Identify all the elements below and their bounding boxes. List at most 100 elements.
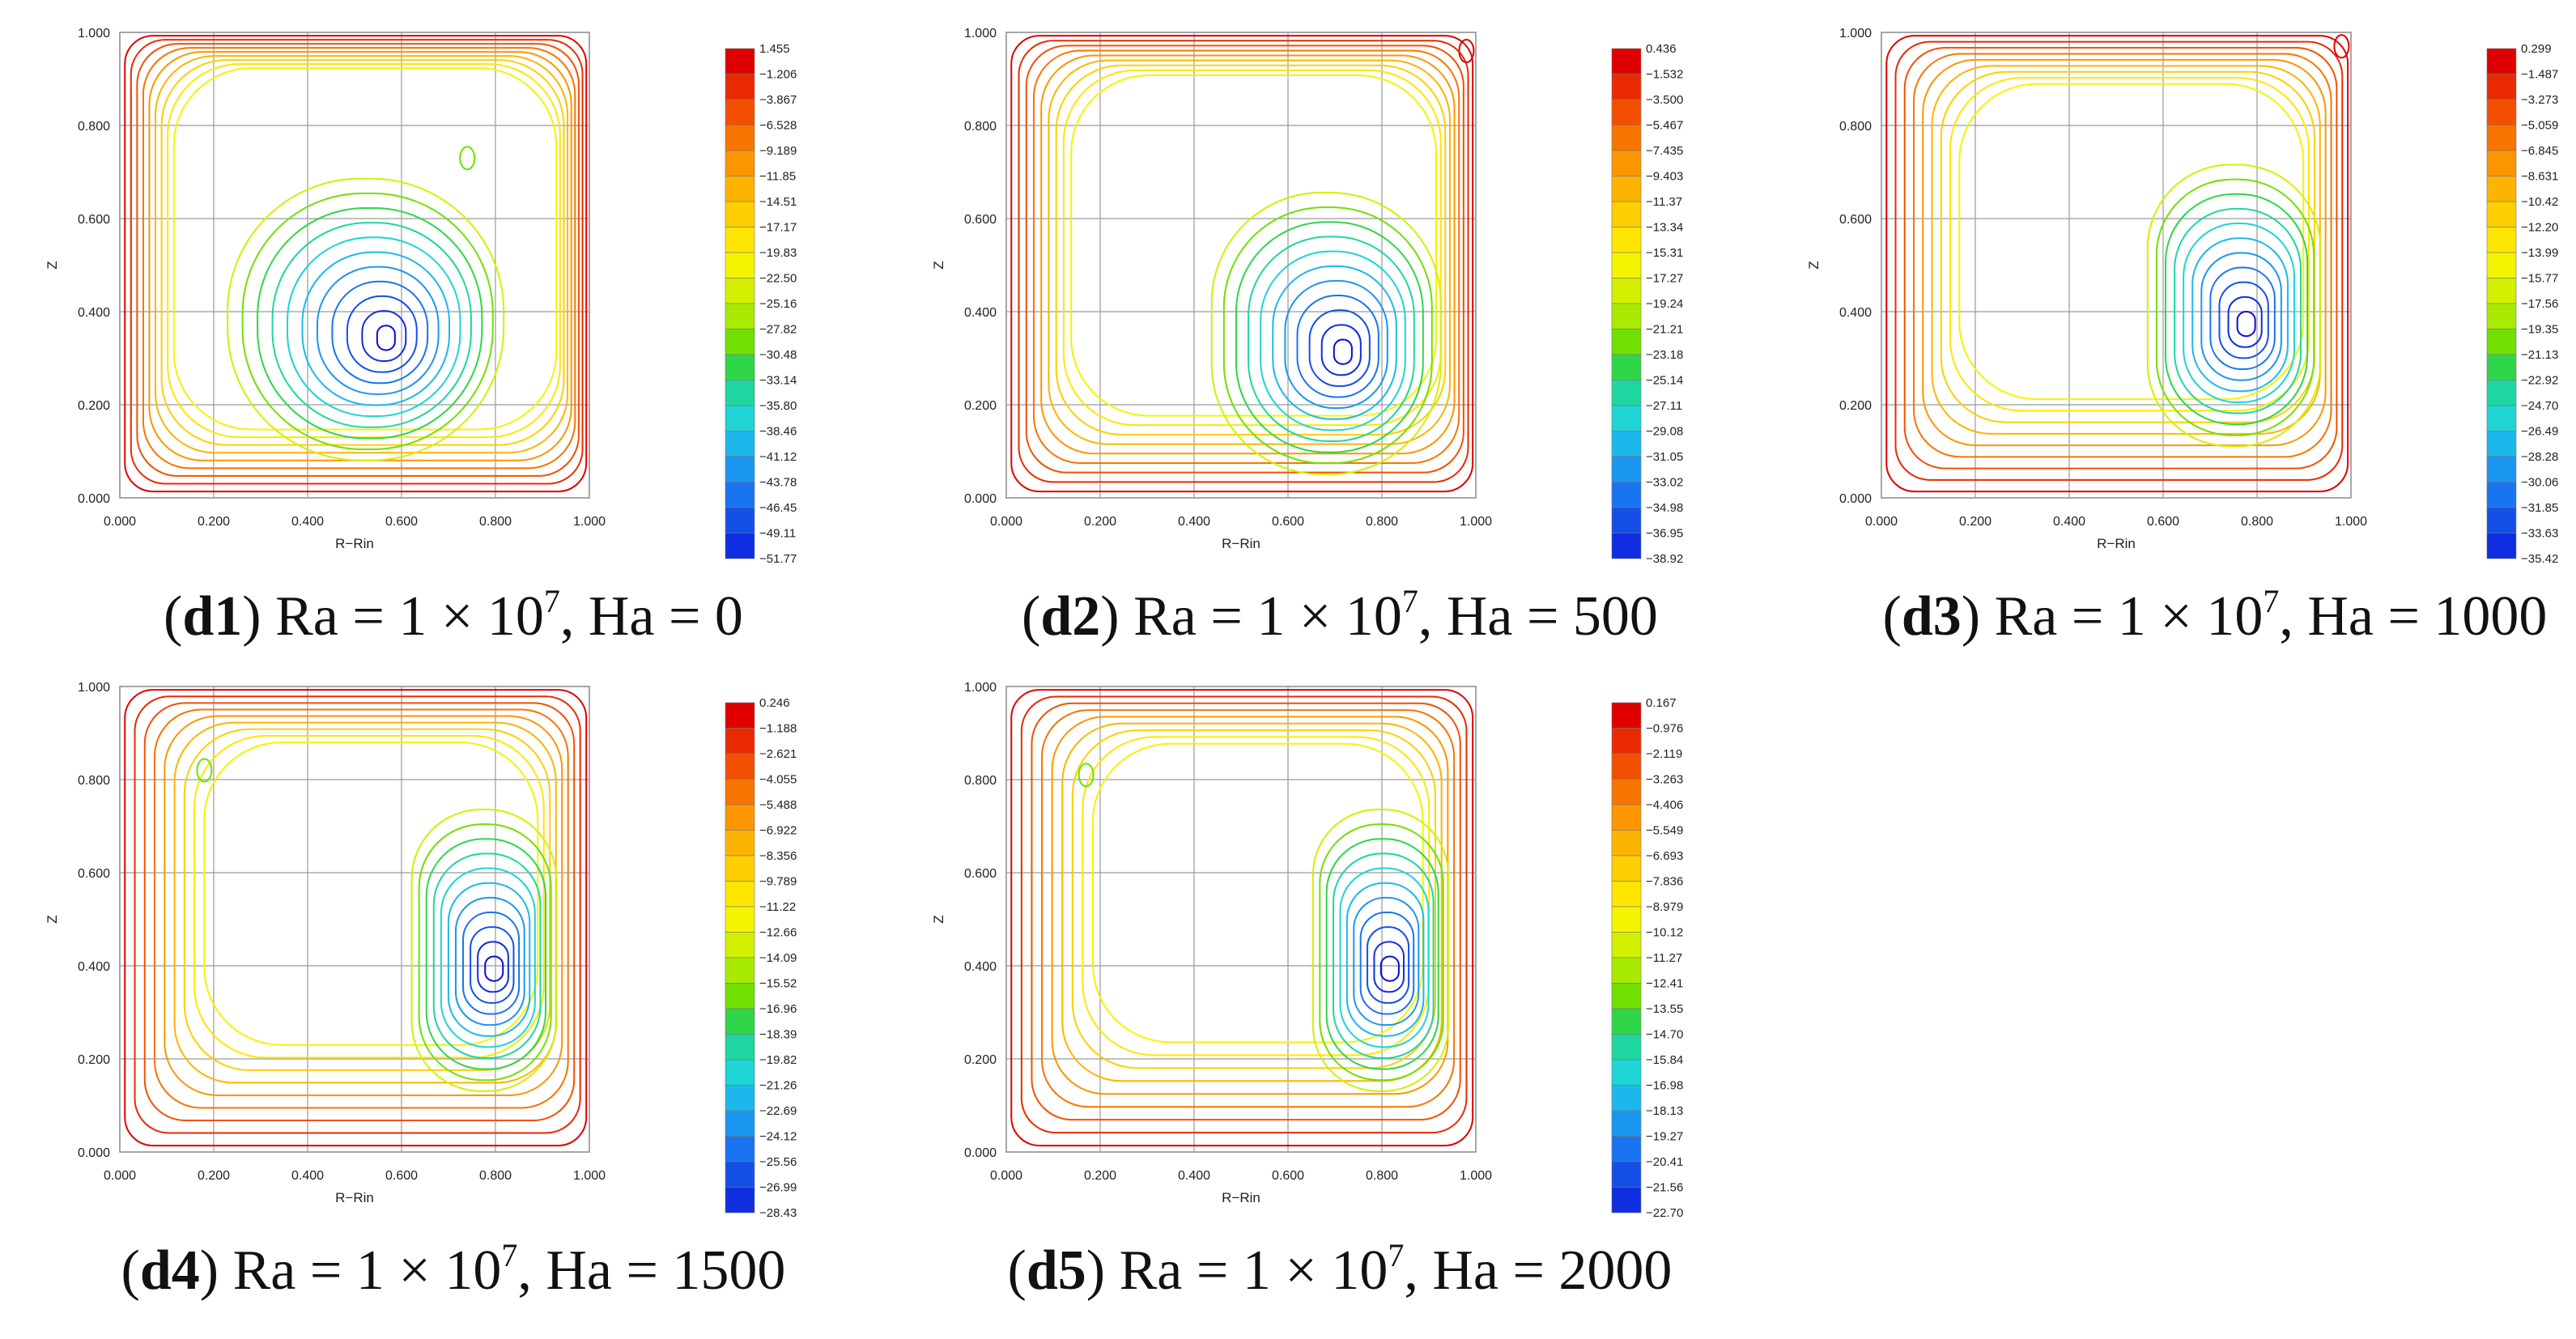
colorbar-swatch — [1611, 1110, 1642, 1137]
colorbar-level-label: −35.80 — [759, 399, 797, 413]
colorbar-level-label: −15.84 — [1646, 1053, 1683, 1067]
contour-line — [1210, 191, 1442, 475]
colorbar-level-label: −6.922 — [759, 824, 797, 838]
colorbar-level-label: −14.51 — [759, 195, 797, 209]
y-axis-label: Z — [1806, 261, 1821, 269]
colorbar-swatch — [1611, 1161, 1642, 1188]
colorbar-level-label: −28.28 — [2521, 450, 2558, 464]
colorbar-swatch — [1611, 354, 1642, 380]
contour-line — [316, 266, 440, 395]
y-tick-label: 0.200 — [964, 1053, 997, 1067]
contour-line — [1379, 955, 1400, 982]
contour-line — [1885, 35, 2349, 493]
y-tick-label: 0.000 — [78, 1146, 110, 1160]
colorbar-level-label: −49.11 — [759, 527, 796, 541]
colorbar-swatch — [725, 533, 755, 559]
colorbar-swatch — [725, 1187, 755, 1214]
y-tick-label: 0.600 — [78, 213, 110, 227]
contour-line — [1373, 941, 1405, 993]
colorbar-level-label: −38.46 — [759, 425, 797, 439]
x-tick-label: 0.400 — [291, 1169, 324, 1183]
contour-lines — [1010, 689, 1474, 1147]
contour-line — [1048, 59, 1451, 445]
x-tick-label: 0.000 — [104, 1169, 136, 1183]
contour-line — [193, 734, 545, 1059]
colorbar-level-label: −8.356 — [759, 849, 797, 863]
colorbar-level-label: −17.56 — [2521, 297, 2558, 311]
colorbar-swatch — [2486, 533, 2517, 559]
colorbar-swatch — [725, 1034, 755, 1061]
contour-line — [241, 192, 494, 451]
colorbar-swatch — [2486, 99, 2517, 125]
colorbar-swatch — [725, 1161, 755, 1188]
colorbar-level-label: −14.09 — [759, 951, 797, 965]
colorbar-level-label: −36.95 — [1646, 527, 1683, 541]
colorbar-swatch — [1611, 482, 1642, 508]
caption-text: ) Ra = 1 × 10 — [242, 585, 544, 648]
colorbar-swatch — [1611, 1136, 1642, 1163]
colorbar-swatch — [1611, 380, 1642, 406]
colorbar-swatch — [2486, 252, 2517, 278]
colorbar-level-label: −27.11 — [1646, 399, 1682, 413]
caption-d1: (d1) Ra = 1 × 107, Ha = 0 — [164, 582, 743, 648]
contour-line — [1333, 852, 1435, 1060]
colorbar-level-label: −25.16 — [759, 297, 797, 311]
colorbar-swatch — [1611, 507, 1642, 533]
contour-line — [1010, 35, 1474, 493]
colorbar-swatch — [725, 1110, 755, 1137]
x-axis-label: R−Rin — [335, 1190, 374, 1205]
x-axis-label: R−Rin — [2097, 536, 2136, 551]
colorbar-level-label: 0.299 — [2521, 42, 2552, 56]
x-tick-label: 1.000 — [573, 1169, 606, 1183]
colorbar-level-label: −7.435 — [1646, 144, 1683, 158]
contour-line — [287, 236, 461, 418]
colorbar-swatch — [1611, 1034, 1642, 1061]
x-tick-label: 0.400 — [2053, 515, 2085, 529]
y-tick-label: 0.400 — [1839, 306, 1872, 320]
colorbar-swatch — [725, 431, 755, 457]
colorbar-swatch — [725, 1059, 755, 1086]
colorbar-level-label: −10.42 — [2521, 195, 2558, 209]
contour-line — [1260, 250, 1406, 431]
contour-line — [172, 67, 558, 431]
y-axis-label: Z — [45, 915, 60, 923]
colorbar-swatch — [725, 252, 755, 278]
colorbar-swatch — [1611, 855, 1642, 882]
x-tick-label: 0.600 — [2147, 515, 2179, 529]
colorbar-swatch — [725, 906, 755, 933]
colorbar-swatch — [725, 983, 755, 1010]
contour-line — [203, 741, 539, 1046]
contour-lines — [1010, 35, 1475, 493]
contour-line — [1940, 70, 2315, 423]
contour-line — [1308, 309, 1371, 387]
colorbar-swatch — [1611, 881, 1642, 908]
caption-exponent: 7 — [1401, 582, 1418, 619]
secondary-eddy-contour — [1078, 763, 1095, 788]
colorbar-swatch — [1611, 201, 1642, 227]
contour-lines — [124, 689, 588, 1147]
caption-text: ) Ra = 1 × 10 — [1961, 585, 2264, 648]
contour-line — [142, 47, 576, 470]
colorbar-swatch — [1611, 983, 1642, 1010]
contour-line — [124, 35, 588, 493]
colorbar-level-label: −19.27 — [1646, 1130, 1683, 1144]
colorbar-swatch — [725, 507, 755, 533]
colorbar-swatch — [725, 99, 755, 125]
colorbar-level-label: −38.92 — [1646, 552, 1683, 566]
colorbar-swatch — [1611, 702, 1642, 729]
colorbar-level-label: −0.976 — [1646, 722, 1683, 736]
x-axis-label: R−Rin — [1222, 536, 1260, 551]
contour-line — [2155, 178, 2315, 436]
contour-panel-d3: 0.000 0.200 0.400 0.600 0.800 1.000 0.000 0.200… — [1794, 16, 2576, 648]
colorbar-level-label: −27.82 — [759, 323, 797, 337]
colorbar-swatch — [725, 702, 755, 729]
colorbar-level-label: −28.43 — [759, 1206, 797, 1220]
colorbar-level-label: −10.12 — [1646, 926, 1683, 940]
colorbar-level-label: −19.83 — [759, 246, 797, 260]
contour-line — [1272, 265, 1397, 420]
colorbar-swatch — [725, 482, 755, 508]
caption-exponent: 7 — [2263, 582, 2280, 619]
contour-line — [1894, 40, 2344, 481]
caption-label: d1 — [182, 585, 243, 648]
colorbar-level-label: −33.02 — [1646, 476, 1683, 490]
